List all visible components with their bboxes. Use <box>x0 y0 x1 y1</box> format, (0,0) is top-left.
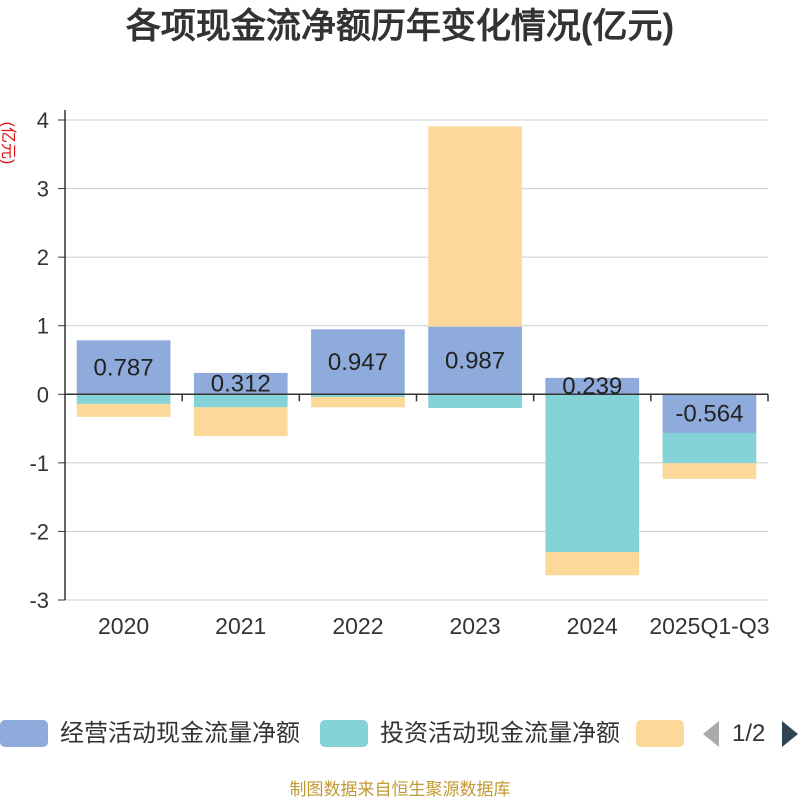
x-tick-label: 2024 <box>567 613 618 639</box>
chart-plot: (亿元) 4 3 2 1 0 -1 -2 -3 2020 2021 2022 2023 2024 2025… <box>0 108 770 639</box>
bar-s0-2021 <box>193 372 288 395</box>
bar-s0-2022 <box>311 329 405 395</box>
bar-s2-2022 <box>311 397 405 408</box>
x-tick-label: 2021 <box>215 613 266 639</box>
bar-s0-2020 <box>76 340 171 395</box>
y-tick-label: 1 <box>37 314 49 339</box>
data-label: 0.987 <box>445 347 505 374</box>
data-source-footer: 制图数据来自恒生聚源数据库 <box>289 780 511 799</box>
chart-title: 各项现金流净额历年变化情况(亿元) <box>125 7 675 46</box>
legend-swatch-series-1 <box>320 720 368 747</box>
bar-s1-2025Q1-Q3 <box>662 432 757 464</box>
bar-s1-2023 <box>428 394 522 408</box>
bar-s1-2021 <box>193 394 288 408</box>
bar-s2-2023 <box>428 126 522 327</box>
legend-prev-page-icon[interactable] <box>703 721 719 747</box>
legend-next-page-icon[interactable] <box>782 721 798 747</box>
x-tick-label: 2022 <box>332 613 383 639</box>
bar-s1-2020 <box>76 394 171 404</box>
bar-s2-2025Q1-Q3 <box>662 463 757 479</box>
bar-s2-2021 <box>193 407 288 437</box>
legend-swatch-series-0 <box>0 720 48 747</box>
legend-swatch-series-2 <box>636 720 684 747</box>
x-tick-label: 2020 <box>98 613 149 639</box>
bar-s1-2024 <box>545 394 640 552</box>
bar-s2-2024 <box>545 552 640 576</box>
y-tick-label: 4 <box>37 108 49 133</box>
bar-s0-2024 <box>545 377 640 395</box>
y-axis-title: (亿元) <box>0 122 17 165</box>
legend-page-indicator: 1/2 <box>732 720 766 747</box>
bar-s2-2020 <box>76 403 171 417</box>
bar-s0-2025Q1-Q3 <box>662 394 757 433</box>
y-tick-label: 0 <box>37 382 49 407</box>
y-tick-label: 2 <box>37 245 49 270</box>
y-tick-label: -3 <box>29 588 49 613</box>
bar-s1-2022 <box>311 394 405 398</box>
y-tick-label: 3 <box>37 177 49 202</box>
legend-label-series-1: 投资活动现金流量净额 <box>380 720 620 747</box>
x-tick-label: 2025Q1-Q3 <box>649 613 769 639</box>
legend-label-series-0: 经营活动现金流量净额 <box>60 720 300 747</box>
data-label: 0.947 <box>328 349 388 376</box>
data-label: 0.312 <box>211 371 271 398</box>
data-label: -0.564 <box>675 401 743 428</box>
legend: 经营活动现金流量净额 投资活动现金流量净额 1/2 <box>0 720 800 748</box>
legend-items: 经营活动现金流量净额 投资活动现金流量净额 <box>0 720 684 748</box>
y-tick-label: -2 <box>29 519 49 544</box>
data-label: 0.787 <box>94 354 154 381</box>
data-label: 0.239 <box>562 373 622 400</box>
bar-s0-2023 <box>428 326 522 395</box>
y-tick-label: -1 <box>29 451 49 476</box>
x-tick-label: 2023 <box>449 613 500 639</box>
